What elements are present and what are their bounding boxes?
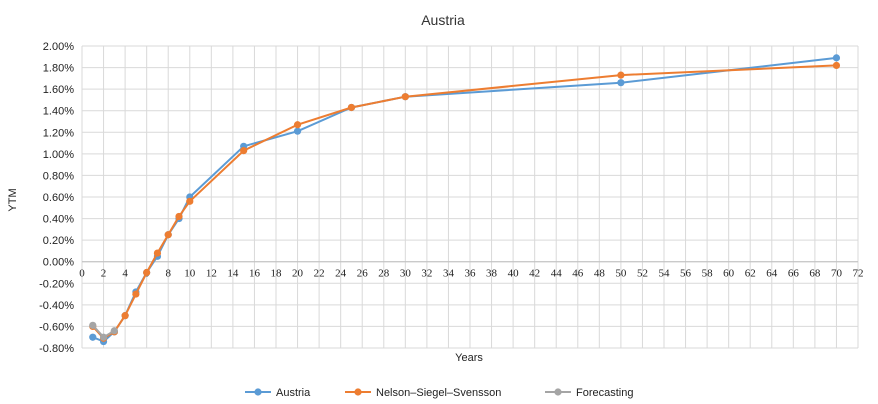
- x-tick-label: 8: [165, 268, 171, 280]
- x-tick-label: 36: [465, 268, 477, 280]
- data-point-nelson-siegel-svensson: [293, 121, 302, 129]
- y-axis-ticks: -0.80% -0.60% -0.40% -0.20% 0.00% 0.20% 0.40% 0…: [39, 41, 74, 355]
- x-tick-label: 28: [378, 268, 390, 280]
- y-tick-label: 0.60%: [43, 192, 74, 204]
- x-tick-label: 38: [486, 268, 498, 280]
- x-axis-ticks: 0246810121416182022242628303234363840424…: [79, 268, 863, 280]
- x-tick-label: 68: [809, 268, 821, 280]
- x-tick-label: 26: [357, 268, 369, 280]
- x-tick-label: 60: [723, 268, 735, 280]
- x-tick-label: 70: [831, 268, 843, 280]
- legend-label-nelson-siegel-svensson: Nelson–Siegel–Svensson: [376, 387, 501, 399]
- x-tick-label: 66: [788, 268, 800, 280]
- data-point-nelson-siegel-svensson: [186, 197, 194, 205]
- x-tick-label: 30: [400, 268, 412, 280]
- x-tick-label: 10: [184, 268, 196, 280]
- x-tick-label: 58: [702, 268, 714, 280]
- y-tick-label: 1.80%: [43, 63, 74, 75]
- legend-label-austria: Austria: [276, 387, 311, 399]
- data-point-nelson-siegel-svensson: [617, 71, 625, 79]
- grid: [81, 45, 859, 349]
- x-tick-label: 48: [594, 268, 606, 280]
- data-point-austria: [832, 54, 841, 62]
- legend: Austria Nelson–Siegel–Svensson Forecasting: [245, 387, 633, 399]
- x-tick-label: 32: [421, 268, 432, 280]
- data-point-nelson-siegel-svensson: [832, 61, 841, 70]
- x-tick-label: 20: [292, 268, 304, 280]
- x-tick-label: 22: [314, 268, 325, 280]
- data-point-austria: [293, 127, 302, 135]
- legend-marker-austria: [254, 388, 262, 396]
- x-tick-label: 42: [529, 268, 540, 280]
- x-tick-label: 64: [766, 268, 778, 280]
- x-tick-label: 56: [680, 268, 692, 280]
- x-tick-label: 16: [249, 268, 261, 280]
- x-tick-label: 46: [572, 268, 584, 280]
- x-tick-label: 24: [335, 268, 347, 280]
- x-tick-label: 72: [853, 268, 864, 280]
- data-point-forecasting: [89, 321, 97, 329]
- data-point-nelson-siegel-svensson: [153, 249, 162, 257]
- x-tick-label: 54: [659, 268, 671, 280]
- y-tick-label: 0.20%: [43, 235, 74, 247]
- y-tick-label: 2.00%: [43, 41, 74, 53]
- data-point-nelson-siegel-svensson: [175, 212, 183, 221]
- x-tick-label: 62: [745, 268, 756, 280]
- series-line-nelson-siegel-svensson: [92, 64, 837, 340]
- x-tick-label: 40: [508, 268, 520, 280]
- legend-marker-nelson-siegel-svensson: [354, 388, 362, 396]
- y-tick-label: 1.40%: [43, 106, 74, 118]
- data-point-nelson-siegel-svensson: [240, 147, 248, 155]
- y-axis-label: YTM: [7, 188, 19, 211]
- x-axis-label: Years: [455, 352, 483, 364]
- x-tick-label: 4: [122, 268, 128, 280]
- data-point-nelson-siegel-svensson: [164, 231, 172, 239]
- chart-title: Austria: [421, 12, 465, 28]
- x-tick-label: 0: [79, 268, 85, 280]
- x-tick-label: 14: [227, 268, 239, 280]
- x-tick-label: 2: [101, 268, 107, 280]
- data-point-nelson-siegel-svensson: [132, 290, 140, 298]
- data-point-forecasting: [99, 333, 108, 341]
- data-point-nelson-siegel-svensson: [143, 268, 151, 277]
- x-tick-label: 12: [206, 268, 217, 280]
- y-tick-label: -0.60%: [39, 321, 74, 333]
- y-tick-label: -0.20%: [39, 278, 74, 290]
- data-point-nelson-siegel-svensson: [121, 312, 129, 320]
- y-tick-label: 1.00%: [43, 149, 74, 161]
- x-tick-label: 50: [615, 268, 627, 280]
- x-tick-label: 34: [443, 268, 455, 280]
- y-tick-label: 1.20%: [43, 127, 74, 139]
- y-tick-label: -0.80%: [39, 343, 74, 355]
- legend-label-forecasting: Forecasting: [576, 387, 633, 399]
- x-tick-label: 44: [551, 268, 563, 280]
- series-layer: [89, 54, 841, 346]
- y-tick-label: 0.40%: [43, 214, 74, 226]
- data-point-nelson-siegel-svensson: [347, 103, 356, 112]
- y-tick-label: -0.40%: [39, 300, 74, 312]
- y-tick-label: 0.00%: [43, 257, 74, 269]
- data-point-austria: [617, 79, 625, 87]
- x-tick-label: 18: [271, 268, 283, 280]
- x-tick-label: 52: [637, 268, 648, 280]
- data-point-nelson-siegel-svensson: [401, 93, 409, 101]
- y-tick-label: 0.80%: [43, 170, 74, 182]
- y-tick-label: 1.60%: [43, 84, 74, 96]
- series-line-austria: [92, 56, 837, 343]
- data-point-forecasting: [110, 327, 118, 335]
- legend-marker-forecasting: [554, 388, 562, 396]
- data-point-austria: [89, 333, 97, 341]
